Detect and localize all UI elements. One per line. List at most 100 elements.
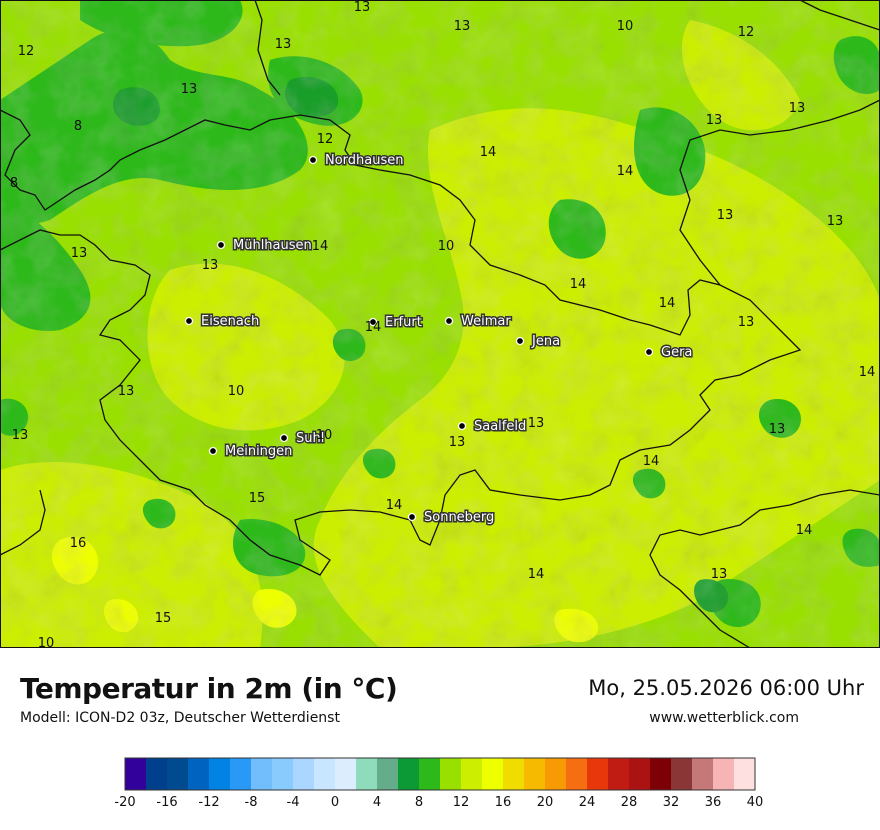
temperature-value: 14 [480, 145, 497, 160]
temperature-value: 14 [312, 239, 329, 254]
color-scale-tick: 0 [331, 795, 339, 810]
color-scale-frame [124, 757, 756, 791]
color-scale-swatch [293, 758, 315, 790]
temperature-value: 13 [118, 384, 135, 399]
city-label: Jena [531, 334, 560, 349]
city-marker [644, 347, 654, 357]
color-scale-tick: -16 [156, 795, 177, 810]
city-label: Suhl [296, 431, 324, 446]
color-scale-swatch [608, 758, 630, 790]
color-scale-tick: 24 [579, 795, 596, 810]
color-scale-swatch [335, 758, 357, 790]
city-label: Saalfeld [474, 419, 526, 434]
temperature-value: 10 [617, 19, 634, 34]
color-scale-swatch [272, 758, 294, 790]
temperature-value: 13 [789, 101, 806, 116]
temperature-value: 12 [738, 25, 755, 40]
color-scale-swatch [629, 758, 651, 790]
color-scale-tick: 20 [537, 795, 554, 810]
city-markers: Nordhausen Mühlhausen Eisenach Erfurt Weimar… [184, 152, 694, 527]
color-scale-swatch [314, 758, 336, 790]
temperature-value: 14 [659, 296, 676, 311]
city-label: Weimar [461, 314, 511, 329]
temperature-value: 8 [74, 119, 82, 134]
model-source: Modell: ICON-D2 03z, Deutscher Wetterdie… [20, 710, 340, 726]
color-scale-swatch [440, 758, 462, 790]
city-marker [457, 421, 467, 431]
color-scale-swatch [524, 758, 546, 790]
color-scale-tick: -12 [198, 795, 219, 810]
color-scale-swatch [587, 758, 609, 790]
website-link[interactable]: www.wetterblick.com [649, 710, 799, 726]
temperature-value: 14 [528, 567, 545, 582]
color-scale-swatch [482, 758, 504, 790]
temperature-value: 10 [438, 239, 455, 254]
color-scale-swatch [545, 758, 567, 790]
color-scale-tick: 16 [495, 795, 512, 810]
temperature-value: 10 [228, 384, 245, 399]
color-scale-tick: 28 [621, 795, 638, 810]
color-scale-swatch [419, 758, 441, 790]
temperature-value: 14 [643, 454, 660, 469]
temperature-value: 13 [454, 19, 471, 34]
temperature-value: 13 [202, 258, 219, 273]
city-label: Gera [661, 345, 692, 360]
color-scale-swatch [461, 758, 483, 790]
city-marker [444, 316, 454, 326]
color-scale-legend: -20 -16 -12 -8 -4 0 4 8 12 16 20 24 28 32 36 40 [114, 757, 764, 810]
temperature-value: 12 [317, 132, 334, 147]
map-footer: Temperatur in 2m (in °C) Modell: ICON-D2… [0, 648, 880, 830]
color-scale-swatch [356, 758, 378, 790]
state-borders [0, 0, 880, 649]
city-marker [279, 433, 289, 443]
temperature-value: 14 [617, 164, 634, 179]
color-scale-swatch [125, 758, 147, 790]
temperature-value: 13 [354, 0, 371, 15]
temperature-value: 14 [365, 320, 382, 335]
city-label: Eisenach [201, 314, 259, 329]
temperature-value: 15 [249, 491, 266, 506]
temperature-value: 14 [859, 365, 876, 380]
temperature-value: 13 [71, 246, 88, 261]
temperature-value: 14 [796, 523, 813, 538]
temperature-value: 13 [717, 208, 734, 223]
city-label: Nordhausen [325, 153, 404, 168]
color-scale-tick: -4 [287, 795, 300, 810]
temperature-value: 10 [316, 428, 333, 443]
temperature-value: 13 [738, 315, 755, 330]
temperature-value: 13 [769, 422, 786, 437]
color-scale-swatch [251, 758, 273, 790]
temperature-map: Nordhausen Mühlhausen Eisenach Erfurt Weimar… [0, 0, 880, 651]
city-label: Erfurt [385, 315, 422, 330]
city-marker [407, 512, 417, 522]
temperature-value: 15 [155, 611, 172, 626]
city-label: Mühlhausen [233, 238, 312, 253]
color-scale-swatch [398, 758, 420, 790]
color-scale-swatch [377, 758, 399, 790]
color-scale-swatch [146, 758, 168, 790]
temperature-values: 13 13 10 12 12 13 13 8 13 12 13 8 14 14 13 13 10 14 13 13 14… [10, 0, 876, 651]
temperature-value: 13 [706, 113, 723, 128]
color-scale-swatch [230, 758, 252, 790]
city-marker [368, 317, 378, 327]
color-scale-tick: 40 [747, 795, 764, 810]
color-scale-swatch [650, 758, 672, 790]
temperature-value: 8 [10, 176, 18, 191]
color-scale-swatch [734, 758, 756, 790]
temperature-value: 12 [18, 44, 35, 59]
color-scale-tick: -8 [245, 795, 258, 810]
temperature-value: 13 [449, 435, 466, 450]
valid-datetime: Mo, 25.05.2026 06:00 Uhr [588, 676, 864, 700]
color-scale-swatch [566, 758, 588, 790]
temperature-value: 16 [70, 536, 87, 551]
color-scale-tick: 4 [373, 795, 381, 810]
color-scale-swatch [167, 758, 189, 790]
color-scale-swatch [713, 758, 735, 790]
color-scale-tick: -20 [114, 795, 135, 810]
color-scale-swatch [692, 758, 714, 790]
color-scale-tick: 32 [663, 795, 680, 810]
city-marker [216, 240, 226, 250]
temperature-value: 13 [12, 428, 29, 443]
color-scale-tick: 12 [453, 795, 470, 810]
color-scale-swatch [209, 758, 231, 790]
